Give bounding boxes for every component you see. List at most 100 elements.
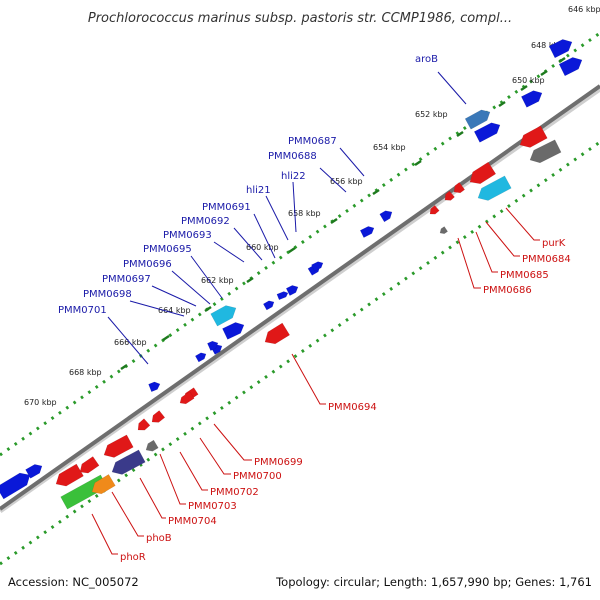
accession-text: Accession: NC_005072 bbox=[8, 575, 139, 589]
reverse-gene-arrow bbox=[179, 391, 195, 405]
leader-line bbox=[253, 213, 276, 259]
reverse-gene-arrow bbox=[151, 410, 166, 423]
tick-mark bbox=[540, 69, 548, 77]
gene-label-pmm0693: PMM0693 bbox=[163, 230, 212, 241]
forward-gene-arrow bbox=[194, 352, 207, 363]
forward-gene-arrow bbox=[207, 340, 219, 351]
leader-line bbox=[213, 423, 252, 461]
leader-line bbox=[129, 300, 185, 317]
tick-mark bbox=[120, 363, 128, 371]
reverse-gene-arrow bbox=[429, 204, 440, 215]
gene-label-pmm0691: PMM0691 bbox=[202, 202, 251, 213]
leader-line bbox=[190, 255, 223, 299]
reverse-gene-arrow bbox=[469, 161, 497, 185]
forward-gene-arrow bbox=[285, 285, 299, 296]
gene-label-phob: phoB bbox=[146, 533, 172, 544]
forward-gene-arrow bbox=[262, 300, 275, 311]
leader-line bbox=[159, 453, 186, 505]
gene-label-phor: phoR bbox=[120, 552, 146, 563]
gene-label-pmm0686: PMM0686 bbox=[483, 285, 532, 296]
tick-mark bbox=[456, 130, 464, 138]
tick-mark bbox=[558, 56, 566, 64]
outer-dotted-track bbox=[0, 31, 600, 457]
reverse-gene-arrow bbox=[519, 125, 548, 148]
forward-gene-arrow bbox=[222, 322, 245, 340]
reverse-gene-arrow bbox=[79, 456, 100, 474]
gene-label-pmm0698: PMM0698 bbox=[83, 289, 132, 300]
reverse-gene-arrow bbox=[439, 226, 449, 234]
leader-line bbox=[475, 231, 498, 273]
leader-line bbox=[179, 451, 208, 491]
reverse-gene-arrow bbox=[137, 418, 151, 431]
forward-gene-arrow bbox=[276, 291, 289, 301]
tick-label-662-kbp: 662 kbp bbox=[201, 276, 234, 285]
gene-label-pmm0701: PMM0701 bbox=[58, 305, 107, 316]
forward-gene-arrow bbox=[210, 305, 237, 327]
tick-label-650-kbp: 650 kbp bbox=[512, 76, 545, 85]
leader-line bbox=[505, 207, 540, 241]
leader-line bbox=[319, 167, 347, 193]
leader-line bbox=[437, 71, 467, 105]
leader-line bbox=[457, 237, 481, 289]
feature-layer bbox=[0, 39, 583, 510]
reverse-gene-arrow bbox=[55, 463, 84, 487]
forward-gene-arrow bbox=[148, 381, 161, 393]
gene-label-arob: aroB bbox=[415, 54, 438, 65]
tick-label-664-kbp: 664 kbp bbox=[158, 306, 191, 315]
forward-gene-arrow bbox=[464, 109, 491, 130]
reverse-gene-arrow bbox=[444, 190, 455, 201]
gene-label-hli22: hli22 bbox=[281, 171, 306, 182]
tick-label-652-kbp: 652 kbp bbox=[415, 110, 448, 119]
gene-label-pmm0695: PMM0695 bbox=[143, 244, 192, 255]
tick-label-648-kbp: 648 kbp bbox=[531, 41, 564, 50]
forward-gene-arrow bbox=[558, 57, 583, 77]
gene-label-pmm0694: PMM0694 bbox=[328, 402, 377, 413]
gene-label-pmm0702: PMM0702 bbox=[210, 487, 259, 498]
reverse-gene-arrow bbox=[103, 434, 134, 458]
gene-label-pmm0699: PMM0699 bbox=[254, 457, 303, 468]
reverse-gene-arrow bbox=[477, 175, 512, 201]
tick-label-646-kbp: 646 kbp bbox=[568, 5, 600, 14]
gene-label-pmm0687: PMM0687 bbox=[288, 136, 337, 147]
tick-label-668-kbp: 668 kbp bbox=[69, 368, 102, 377]
gene-label-pmm0700: PMM0700 bbox=[233, 471, 282, 482]
leader-line bbox=[339, 147, 365, 177]
leader-line bbox=[291, 353, 326, 405]
leader-line bbox=[265, 195, 289, 241]
leader-line-layer bbox=[91, 71, 540, 555]
reverse-gene-arrow bbox=[264, 322, 291, 345]
gene-label-pmm0685: PMM0685 bbox=[500, 270, 549, 281]
label-layer: aroB PMM0687 PMM0688 hli22 hli21 PMM0691 PMM06… bbox=[58, 54, 571, 563]
forward-gene-arrow bbox=[25, 464, 43, 479]
gene-label-purk: purK bbox=[542, 238, 566, 249]
tick-label-670-kbp: 670 kbp bbox=[24, 398, 57, 407]
gene-label-pmm0684: PMM0684 bbox=[522, 254, 571, 265]
tick-label-658-kbp: 658 kbp bbox=[288, 209, 321, 218]
backbone-line bbox=[0, 84, 600, 511]
forward-gene-arrow bbox=[548, 39, 573, 59]
reverse-gene-arrow bbox=[529, 139, 562, 164]
tick-layer: 646 kbp 648 kbp 650 kbp 652 kbp 654 kbp 656 k… bbox=[24, 5, 600, 407]
tick-mark bbox=[288, 246, 296, 254]
gene-label-pmm0696: PMM0696 bbox=[123, 259, 172, 270]
leader-line bbox=[199, 437, 231, 475]
tick-mark bbox=[204, 305, 212, 313]
topology-text: Topology: circular; Length: 1,657,990 bp… bbox=[275, 575, 592, 589]
gene-label-pmm0704: PMM0704 bbox=[168, 516, 217, 527]
gene-label-pmm0688: PMM0688 bbox=[268, 151, 317, 162]
inner-dotted-track bbox=[0, 140, 600, 566]
leader-line bbox=[213, 241, 245, 263]
leader-line bbox=[139, 477, 166, 519]
forward-gene-arrow bbox=[473, 122, 501, 143]
reverse-gene-arrow bbox=[111, 449, 146, 475]
tick-label-660-kbp: 660 kbp bbox=[246, 243, 279, 252]
gene-label-pmm0697: PMM0697 bbox=[102, 274, 151, 285]
tick-mark bbox=[162, 334, 170, 342]
gene-label-pmm0703: PMM0703 bbox=[188, 501, 237, 512]
tick-mark bbox=[414, 159, 422, 167]
leader-line bbox=[91, 513, 118, 555]
leader-line bbox=[111, 491, 144, 537]
forward-gene-arrow bbox=[520, 90, 543, 108]
forward-gene-arrow bbox=[379, 210, 393, 223]
reverse-gene-arrow bbox=[145, 439, 159, 452]
